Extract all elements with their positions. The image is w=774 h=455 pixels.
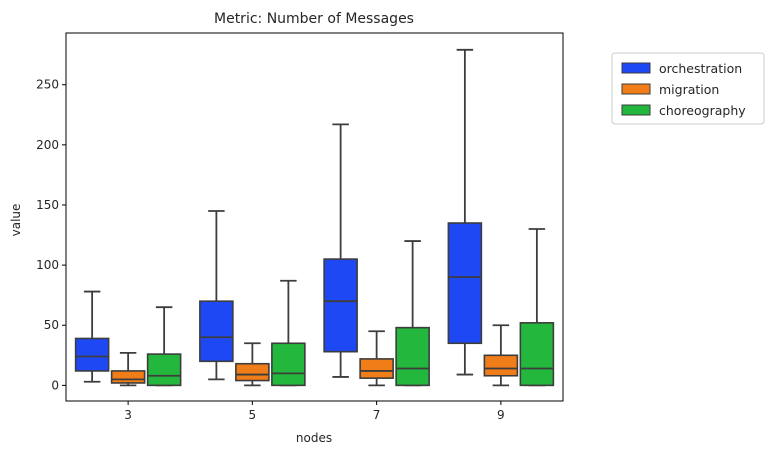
x-tick-label: 3 bbox=[124, 408, 132, 422]
box-body bbox=[519, 322, 555, 387]
y-axis-label: value bbox=[9, 204, 23, 237]
box-orchestration-9 bbox=[447, 48, 483, 376]
box-choreography-5 bbox=[271, 279, 306, 387]
box-body bbox=[359, 358, 394, 379]
x-tick-label: 7 bbox=[373, 408, 381, 422]
box-choreography-9 bbox=[519, 228, 555, 387]
legend-label-choreography: choreography bbox=[659, 103, 746, 118]
plot-area bbox=[74, 48, 555, 387]
box-body bbox=[110, 370, 146, 384]
box-body bbox=[271, 342, 306, 387]
legend-swatch-migration bbox=[621, 83, 651, 95]
chart-title: Metric: Number of Messages bbox=[214, 11, 414, 27]
legend-swatch-orchestration bbox=[621, 62, 651, 74]
legend: orchestration migration choreography bbox=[611, 52, 765, 125]
box-migration-7 bbox=[359, 330, 394, 387]
box-migration-5 bbox=[235, 342, 270, 387]
box-migration-9 bbox=[483, 324, 519, 387]
axes: 0 50 100 150 200 250 3 5 7 9 bbox=[36, 32, 564, 422]
axes-frame bbox=[65, 32, 564, 402]
box-choreography-3 bbox=[146, 306, 182, 387]
box-body bbox=[447, 222, 483, 345]
box-body bbox=[235, 362, 270, 382]
legend-label-orchestration: orchestration bbox=[659, 61, 742, 76]
y-tick-label: 50 bbox=[44, 318, 59, 332]
y-tick-label: 100 bbox=[36, 258, 59, 272]
x-axis-label: nodes bbox=[296, 431, 332, 445]
box-orchestration-5 bbox=[199, 210, 234, 381]
legend-swatch-choreography bbox=[621, 104, 651, 116]
box-choreography-7 bbox=[395, 240, 430, 387]
x-tick-label: 9 bbox=[497, 408, 505, 422]
y-tick-label: 200 bbox=[36, 138, 59, 152]
box-body bbox=[483, 354, 519, 377]
box-body bbox=[74, 337, 110, 372]
box-body bbox=[323, 258, 358, 353]
x-tick-label: 5 bbox=[249, 408, 257, 422]
box-body bbox=[146, 353, 182, 387]
y-tick-label: 150 bbox=[36, 198, 59, 212]
legend-label-migration: migration bbox=[659, 82, 719, 97]
box-orchestration-3 bbox=[74, 290, 110, 383]
box-migration-3 bbox=[110, 351, 146, 387]
y-tick-label: 250 bbox=[36, 78, 59, 92]
box-orchestration-7 bbox=[323, 123, 358, 378]
box-body bbox=[199, 300, 234, 363]
box-body bbox=[395, 326, 430, 387]
y-tick-label: 0 bbox=[51, 378, 59, 392]
